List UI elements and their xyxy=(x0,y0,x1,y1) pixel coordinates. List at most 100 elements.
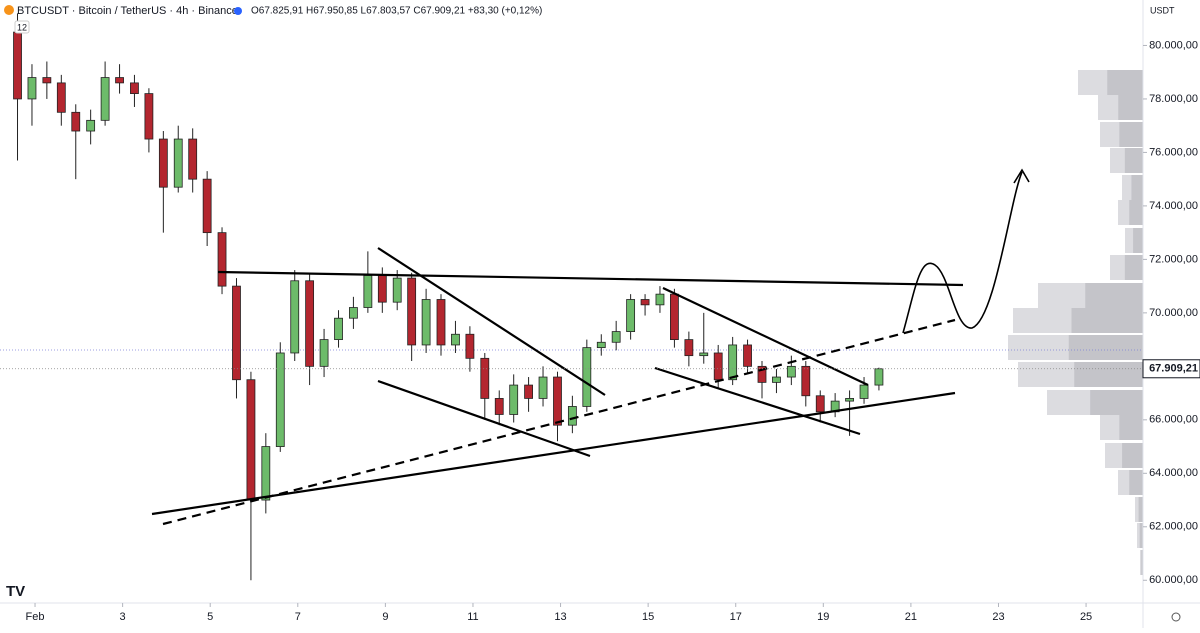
candle-body xyxy=(158,138,168,188)
arrow-head xyxy=(1013,168,1030,184)
candle-body xyxy=(684,339,694,357)
x-tick-label: 7 xyxy=(295,611,301,623)
interval-badge: 12 xyxy=(17,22,27,32)
candle-body xyxy=(874,368,884,386)
candle-body xyxy=(188,138,198,180)
candle-body xyxy=(815,395,825,413)
symbol-title: BTCUSDT · Bitcoin / TetherUS · 4h · Bina… xyxy=(17,5,238,17)
candle-body xyxy=(173,138,183,188)
price-axis xyxy=(1143,0,1200,628)
x-tick-label: 23 xyxy=(992,611,1004,623)
header: BTCUSDT · Bitcoin / TetherUS · 4h · Bina… xyxy=(4,5,542,34)
profile-bar xyxy=(1085,283,1143,308)
candle-body xyxy=(509,384,519,415)
wedge-line xyxy=(377,379,591,458)
candle-body xyxy=(743,344,752,367)
wedge-line xyxy=(662,287,869,386)
x-tick-label: 15 xyxy=(642,611,654,623)
candle-body xyxy=(567,406,577,426)
candle-body xyxy=(42,77,52,84)
candle-body xyxy=(144,93,154,140)
x-tick-label: 5 xyxy=(207,611,213,623)
x-tick-label: 25 xyxy=(1080,611,1092,623)
candle-body xyxy=(246,379,256,501)
profile-bar xyxy=(1107,70,1143,95)
x-tick-label: Feb xyxy=(26,611,45,623)
candle-body xyxy=(349,307,358,319)
candle-body xyxy=(480,357,490,399)
profile-bar xyxy=(1139,523,1143,548)
status-dot xyxy=(234,7,242,15)
profile-bar xyxy=(1119,415,1143,440)
candle-body xyxy=(699,352,709,357)
candle-body xyxy=(71,111,81,132)
y-tick-label: 80.000,00 xyxy=(1149,39,1198,51)
x-tick-label: 17 xyxy=(730,611,742,623)
wedge-line xyxy=(377,247,606,396)
candle-body xyxy=(130,82,139,94)
candle-body xyxy=(713,352,723,381)
candle-body xyxy=(86,119,96,132)
y-tick-label: 74.000,00 xyxy=(1149,200,1198,212)
y-tick-label: 66.000,00 xyxy=(1149,414,1198,426)
candles xyxy=(13,13,884,581)
y-tick-label: 78.000,00 xyxy=(1149,93,1198,105)
candle-body xyxy=(27,77,37,100)
candle-body xyxy=(290,280,300,354)
candle-body xyxy=(801,365,811,397)
candle-body xyxy=(626,299,636,332)
profile-bar xyxy=(1129,200,1143,225)
candle-body xyxy=(553,376,562,426)
candle-body xyxy=(611,331,621,343)
y-tick-label: 60.000,00 xyxy=(1149,574,1198,586)
candle-body xyxy=(363,275,373,308)
candle-body xyxy=(436,299,446,346)
candle-body xyxy=(13,31,22,100)
resistance-line xyxy=(217,270,964,287)
y-tick-label: 70.000,00 xyxy=(1149,307,1198,319)
candle-body xyxy=(582,347,592,407)
wedge-line xyxy=(654,366,861,436)
profile-bar xyxy=(1071,308,1143,333)
drawings xyxy=(151,168,1030,526)
y-tick-label: 76.000,00 xyxy=(1149,146,1198,158)
candle-body xyxy=(232,285,241,381)
profile-bar xyxy=(1133,228,1143,253)
candle-body xyxy=(494,398,504,415)
candle-body xyxy=(655,293,665,306)
y-tick-label: 62.000,00 xyxy=(1149,521,1198,533)
candle-body xyxy=(377,275,387,303)
logo: TV xyxy=(6,583,25,600)
candle-body xyxy=(305,280,315,367)
price-tag-label: 67.909,21 xyxy=(1149,363,1198,375)
candle-body xyxy=(334,317,343,341)
candle-body xyxy=(100,77,110,121)
candle-body xyxy=(596,341,606,349)
y-tick-label: 72.000,00 xyxy=(1149,253,1198,265)
projection-curve xyxy=(902,171,1023,334)
candle-body xyxy=(757,365,767,383)
candle-body xyxy=(772,376,781,383)
candle-body xyxy=(392,277,402,303)
profile-bar xyxy=(1118,95,1143,120)
support-line xyxy=(151,391,956,516)
x-tick-label: 19 xyxy=(817,611,829,623)
price-tag xyxy=(1142,359,1200,379)
settings-icon[interactable] xyxy=(1171,612,1181,622)
x-tick-label: 9 xyxy=(382,611,388,623)
profile-bar xyxy=(1129,470,1143,495)
candle-body xyxy=(451,333,460,346)
dashed-trendline xyxy=(162,318,956,526)
profile-bar xyxy=(1119,122,1143,147)
candle-body xyxy=(640,299,650,306)
candle-body xyxy=(275,352,285,447)
candle-body xyxy=(56,82,66,113)
candle-body xyxy=(728,344,738,381)
candle-body xyxy=(859,384,869,399)
profile-bar xyxy=(1131,175,1143,200)
candle-body xyxy=(115,77,124,84)
x-tick-label: 13 xyxy=(554,611,566,623)
y-tick-label: 64.000,00 xyxy=(1149,467,1198,479)
candle-body xyxy=(786,365,796,378)
